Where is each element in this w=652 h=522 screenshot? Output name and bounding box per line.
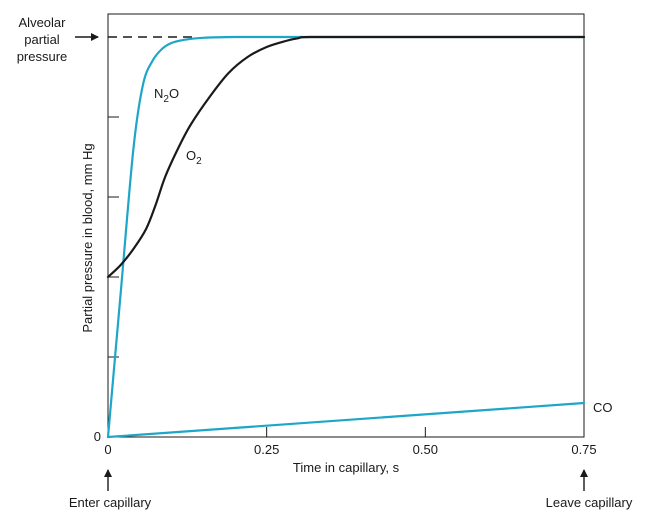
leave-capillary-label: Leave capillary bbox=[546, 495, 633, 510]
plot-frame bbox=[107, 13, 585, 438]
series-label-o2: O2 bbox=[186, 148, 202, 167]
series-layer bbox=[106, 35, 586, 439]
x-tick-label-2: 0.50 bbox=[413, 442, 438, 457]
alveolar-label-line-3: pressure bbox=[17, 49, 68, 64]
series-label-co: CO bbox=[593, 400, 613, 415]
y-tick-label-0: 0 bbox=[94, 429, 101, 444]
x-tick-label-0: 0 bbox=[104, 442, 111, 457]
y-axis-ticks bbox=[108, 116, 119, 358]
x-tick-label-1: 0.25 bbox=[254, 442, 279, 457]
y-axis-label: Partial pressure in blood, mm Hg bbox=[80, 143, 95, 332]
series-o2-line bbox=[106, 35, 586, 279]
alveolar-label-line-1: Alveolar bbox=[19, 15, 67, 30]
series-co-line bbox=[106, 401, 586, 439]
series-label-n2o: N2O bbox=[154, 86, 179, 105]
x-axis-label: Time in capillary, s bbox=[293, 460, 400, 475]
series-n2o-line bbox=[106, 35, 586, 439]
enter-capillary-label: Enter capillary bbox=[69, 495, 152, 510]
x-tick-label-3: 0.75 bbox=[571, 442, 596, 457]
x-axis-ticks: 0 0.25 0.50 0.75 bbox=[104, 427, 597, 457]
alveolar-label-line-2: partial bbox=[24, 32, 60, 47]
